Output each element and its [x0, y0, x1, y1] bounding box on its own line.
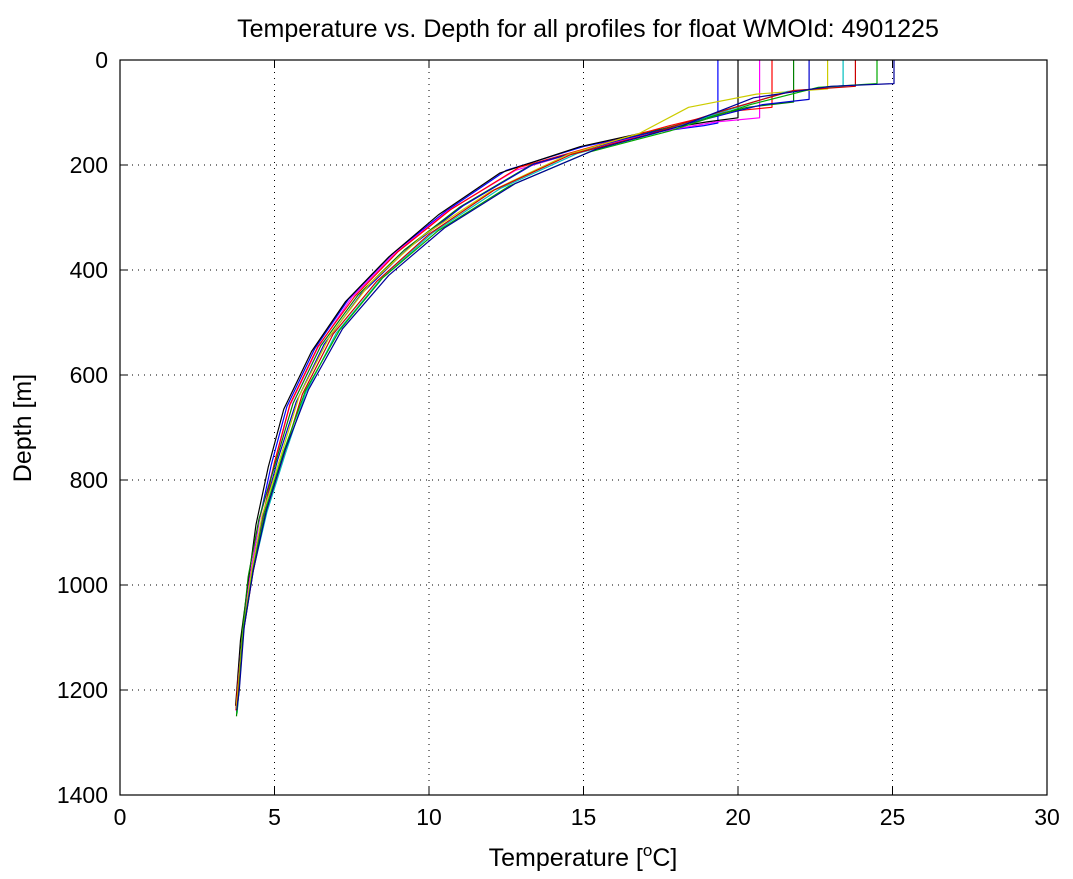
tick-marks — [119, 59, 1048, 796]
profile-line — [235, 60, 795, 717]
grid-lines — [120, 60, 1047, 795]
x-tick-label: 15 — [571, 804, 597, 830]
y-tick-label: 200 — [70, 152, 108, 178]
x-tick-label: 30 — [1034, 804, 1060, 830]
x-tick-label: 5 — [268, 804, 281, 830]
y-tick-label: 800 — [70, 467, 108, 493]
y-tick-labels: 0 200 400 600 800 1000 1200 1400 — [57, 47, 108, 808]
profile-line — [235, 60, 829, 709]
chart-title: Temperature vs. Depth for all profiles f… — [237, 15, 939, 43]
y-tick-label: 600 — [70, 362, 108, 388]
x-tick-label: 10 — [416, 804, 442, 830]
y-tick-label: 1000 — [57, 572, 108, 598]
x-tick-label: 25 — [880, 804, 906, 830]
x-tick-label: 0 — [114, 804, 127, 830]
y-axis-title: Depth [m] — [9, 374, 37, 482]
y-tick-label: 1400 — [57, 782, 108, 808]
y-tick-label: 400 — [70, 257, 108, 283]
profile-line — [236, 60, 895, 710]
x-axis-title: Temperature [oC] — [489, 841, 678, 872]
x-tick-labels: 0 5 10 15 20 25 30 — [114, 804, 1060, 830]
x-tick-label: 20 — [725, 804, 751, 830]
profile-series — [235, 60, 895, 717]
x-axis-title-superscript: o — [643, 841, 652, 860]
y-tick-label: 1200 — [57, 677, 108, 703]
y-tick-label: 0 — [95, 47, 108, 73]
